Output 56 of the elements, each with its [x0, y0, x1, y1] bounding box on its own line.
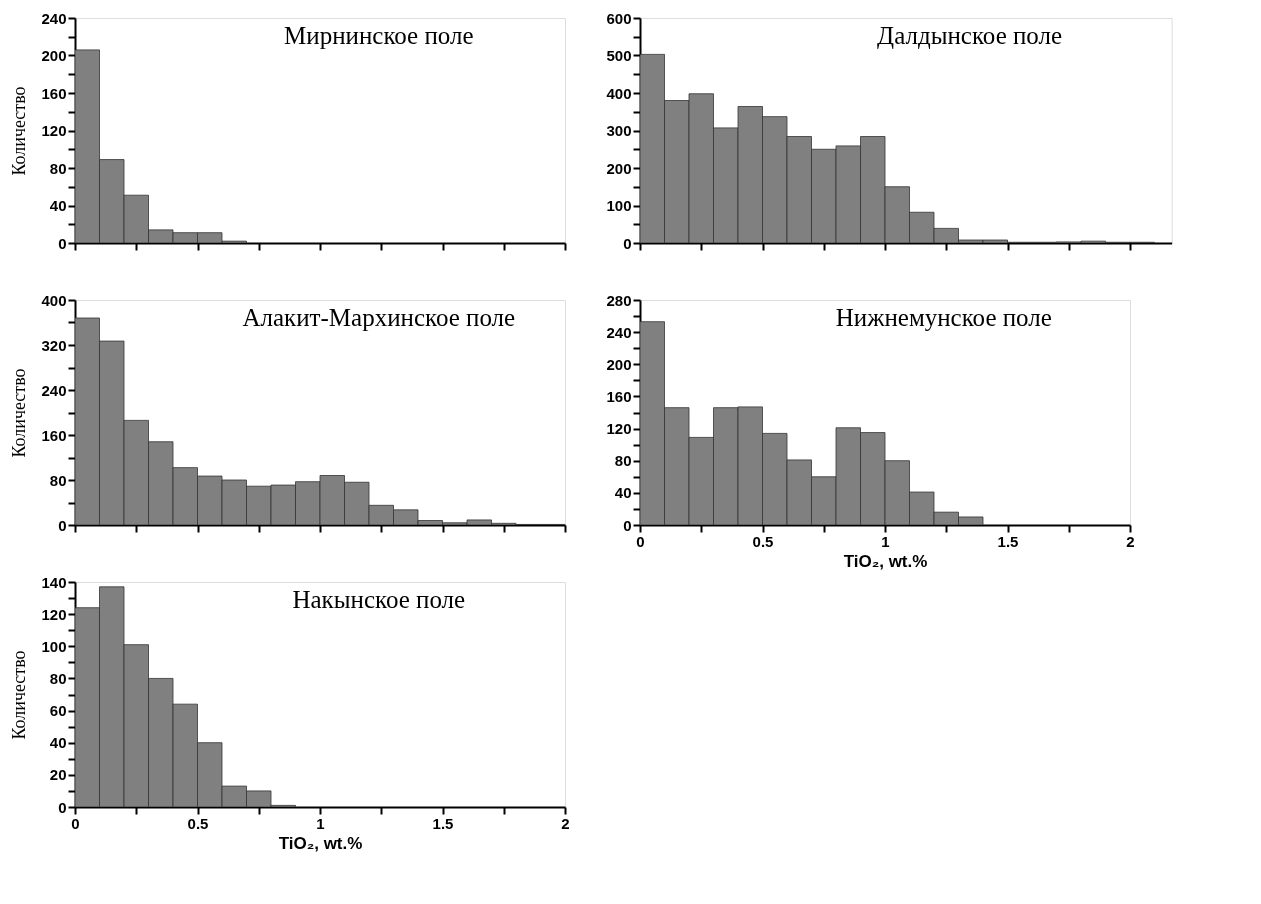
y-axis-title: Количество [9, 86, 30, 176]
y-axis-title: Количество [9, 368, 30, 458]
y-tick-label: 120 [41, 605, 67, 623]
x-tick-label: 0.5 [187, 814, 209, 832]
y-tick-label: 400 [606, 84, 632, 102]
y-tick-label: 0 [58, 516, 67, 534]
x-tick-label: 2 [561, 814, 570, 832]
y-tick-label: 80 [614, 452, 632, 470]
x-axis-title: TiO₂, wt.% [278, 833, 363, 853]
y-tick-label: 0 [623, 516, 632, 534]
y-tick-label: 320 [41, 336, 67, 354]
y-tick-label: 280 [606, 291, 632, 309]
y-tick-label: 80 [49, 159, 67, 177]
y-tick-label: 300 [606, 122, 632, 139]
y-tick-label: 60 [49, 702, 67, 720]
y-tick-label: 40 [49, 197, 67, 214]
y-tick-label: 80 [49, 669, 67, 687]
y-tick-label: 0 [58, 798, 67, 816]
x-tick-label: 2 [1126, 532, 1135, 550]
y-tick-label: 40 [614, 484, 632, 502]
y-tick-label: 200 [606, 159, 632, 177]
x-axis-title: TiO₂, wt.% [843, 551, 928, 571]
y-tick-label: 40 [49, 734, 67, 752]
y-tick-label: 80 [49, 471, 67, 489]
x-tick-label: 0 [71, 814, 80, 832]
y-tick-label: 140 [41, 573, 67, 591]
chart-title: Далдынское поле [877, 22, 1063, 49]
chart-title: Алакит-Мархинское поле [242, 304, 516, 331]
y-tick-label: 200 [41, 47, 67, 64]
chart-title: Мирнинское поле [284, 22, 474, 49]
y-tick-label: 100 [606, 197, 632, 214]
y-tick-label: 240 [41, 9, 67, 27]
x-tick-label: 1 [881, 532, 890, 550]
y-tick-label: 160 [606, 387, 632, 405]
x-tick-label: 0.5 [752, 532, 774, 550]
y-tick-label: 0 [58, 234, 67, 252]
y-tick-label: 160 [41, 84, 67, 102]
y-tick-label: 100 [41, 637, 67, 655]
y-tick-label: 500 [606, 47, 632, 64]
chart-title: Нижнемунское поле [835, 304, 1052, 331]
x-tick-label: 0 [636, 532, 645, 550]
x-tick-label: 1.5 [997, 532, 1019, 550]
y-tick-label: 0 [623, 234, 632, 252]
chart-title: Накынское поле [292, 586, 466, 613]
y-tick-label: 120 [41, 122, 67, 139]
x-tick-label: 1.5 [432, 814, 454, 832]
y-tick-label: 240 [606, 323, 632, 341]
y-tick-label: 600 [606, 9, 632, 27]
y-tick-label: 400 [41, 291, 67, 309]
y-axis-title: Количество [9, 650, 30, 740]
y-tick-label: 20 [49, 766, 67, 784]
y-tick-label: 120 [606, 420, 632, 438]
y-tick-label: 200 [606, 355, 632, 373]
y-tick-label: 160 [41, 426, 67, 444]
x-tick-label: 1 [316, 814, 325, 832]
y-tick-label: 240 [41, 381, 67, 399]
